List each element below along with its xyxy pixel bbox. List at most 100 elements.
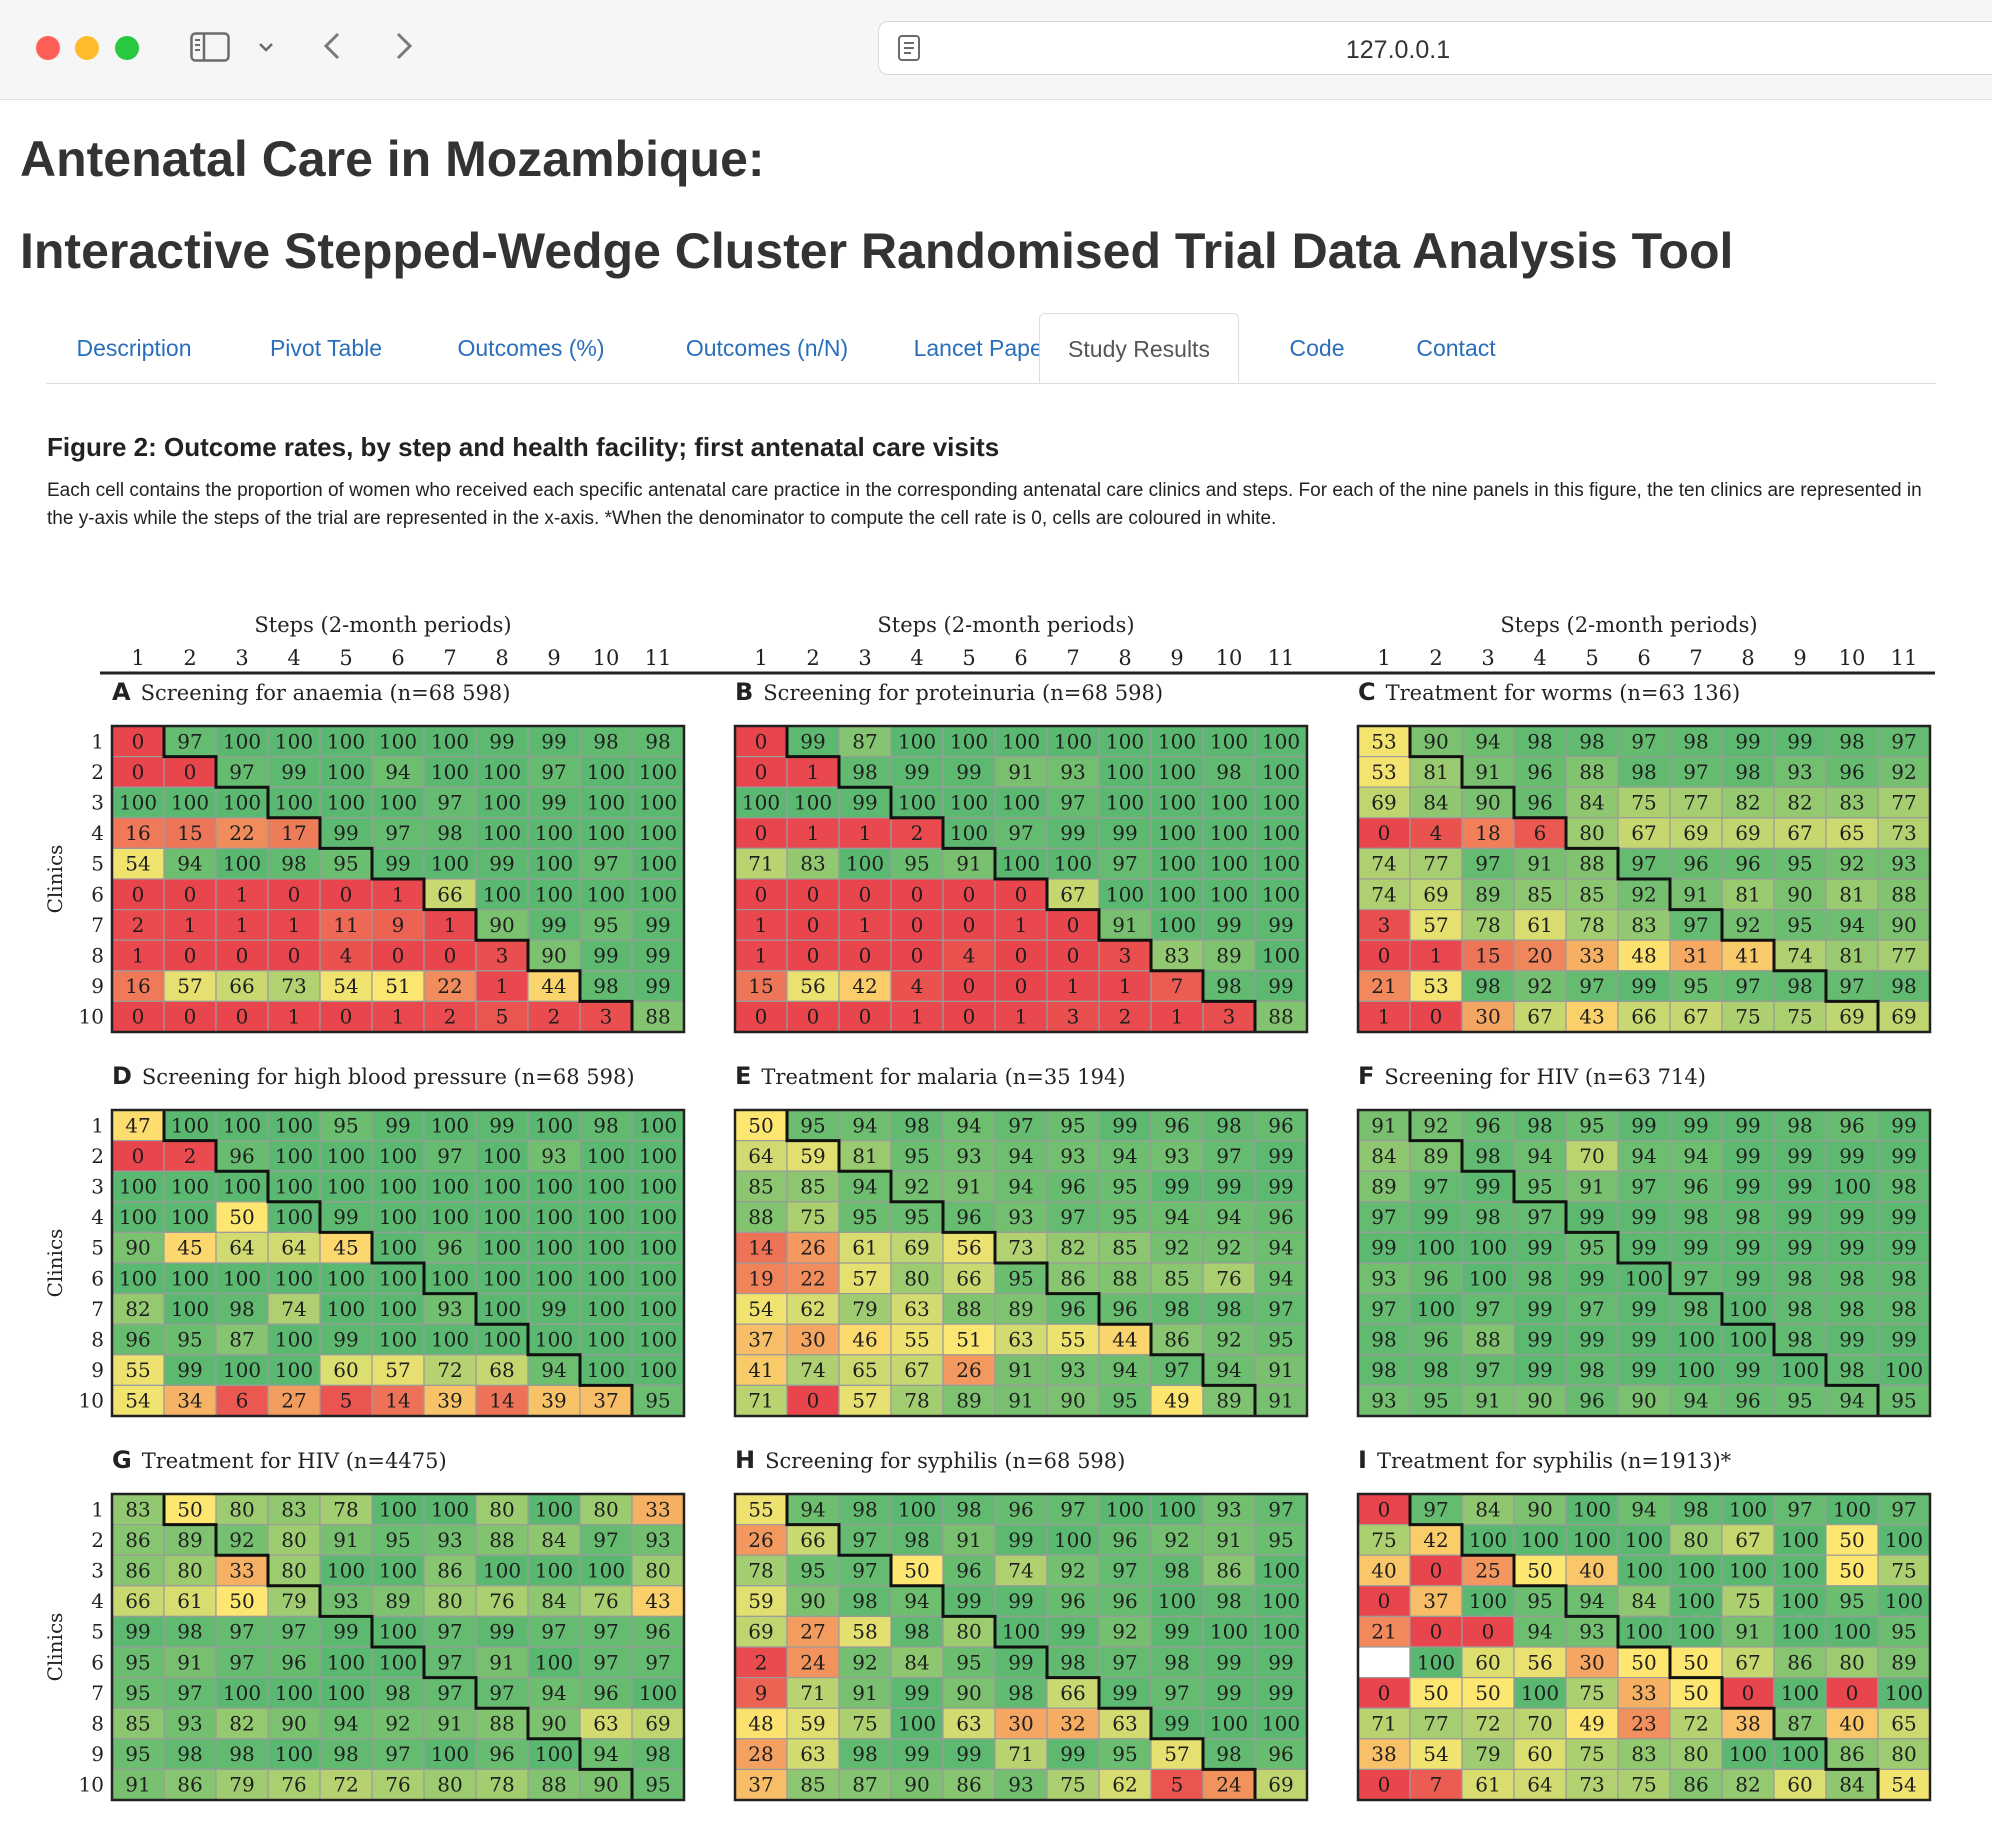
cell-value-label: 28: [748, 1742, 773, 1766]
chevron-down-icon[interactable]: [255, 36, 277, 58]
cell-value-label: 100: [1210, 852, 1248, 876]
heatmap-cell: [215, 878, 269, 911]
cell-value-label: 97: [177, 1681, 202, 1705]
heatmap-cell: [1202, 756, 1256, 788]
cell-value-label: 100: [1781, 1589, 1819, 1613]
cell-value-label: 95: [1839, 1589, 1864, 1613]
heatmap-cell: [1617, 909, 1671, 941]
cell-value-label: 63: [904, 1297, 929, 1321]
cell-value-label: 59: [800, 1712, 825, 1736]
tab-outcomes-percent[interactable]: Outcomes (%): [457, 335, 605, 361]
heatmap-cell: [1046, 1262, 1100, 1295]
cell-value-label: 23: [1631, 1712, 1656, 1736]
cell-value-label: 95: [125, 1650, 150, 1674]
cell-value-label: 100: [327, 791, 365, 815]
heatmap-cell: [890, 786, 944, 819]
cell-value-label: 80: [1683, 1528, 1708, 1552]
cell-value-label: 6: [1534, 821, 1547, 845]
cell-value-label: 100: [535, 882, 573, 906]
cell-value-label: 11: [333, 913, 358, 937]
cell-value-label: 100: [1158, 882, 1196, 906]
cell-value-label: 98: [1475, 974, 1500, 998]
cell-value-label: 94: [1008, 1175, 1033, 1199]
cell-value-label: 99: [1735, 729, 1760, 753]
cell-value-label: 99: [541, 1297, 566, 1321]
cell-value-label: 45: [333, 1236, 358, 1260]
y-tick-label: 7: [91, 1681, 104, 1705]
heatmap-cell: [786, 1231, 840, 1264]
cell-value-label: 97: [177, 729, 202, 753]
tab-pivot-table[interactable]: Pivot Table: [269, 335, 383, 361]
cell-value-label: 89: [1008, 1297, 1033, 1321]
heatmap-cell: [1254, 939, 1308, 972]
cell-value-label: 33: [1631, 1681, 1656, 1705]
cell-value-label: 92: [229, 1528, 254, 1552]
heatmap-cell: [371, 756, 425, 788]
cell-value-label: 78: [1579, 913, 1604, 937]
cell-value-label: 99: [1060, 821, 1085, 845]
cell-value-label: 100: [275, 1175, 313, 1199]
heatmap-cell: [267, 1384, 321, 1417]
heatmap-cell: [1513, 756, 1567, 788]
close-window-button[interactable]: [36, 36, 60, 60]
heatmap-cell: [1254, 847, 1308, 880]
panel-letter: F: [1358, 1062, 1374, 1090]
cell-value-label: 90: [489, 913, 514, 937]
cell-value-label: 100: [639, 1297, 677, 1321]
heatmap-cell: [475, 878, 529, 911]
cell-value-label: 98: [1423, 1358, 1448, 1382]
cell-value-label: 100: [535, 1497, 573, 1521]
tab-contact[interactable]: Contact: [1416, 335, 1496, 361]
cell-value-label: 99: [1787, 1144, 1812, 1168]
tab-code[interactable]: Code: [1289, 335, 1345, 361]
cell-value-label: 94: [333, 1712, 358, 1736]
cell-value-label: 95: [1112, 1742, 1137, 1766]
tab-description[interactable]: Description: [76, 335, 192, 361]
cell-value-label: 100: [639, 791, 677, 815]
tab-outcomes-n-n[interactable]: Outcomes (n/N): [685, 335, 849, 361]
x-tick-label: 8: [495, 646, 508, 670]
cell-value-label: 98: [333, 1742, 358, 1766]
cell-value-label: 97: [385, 1742, 410, 1766]
sidebar-toggle-icon[interactable]: [190, 32, 230, 62]
cell-value-label: 80: [437, 1589, 462, 1613]
cell-value-label: 53: [1371, 760, 1396, 784]
cell-value-label: 98: [852, 760, 877, 784]
tab-lancet-paper[interactable]: Lancet Paper: [913, 335, 1051, 361]
cell-value-label: 93: [1216, 1497, 1241, 1521]
cell-value-label: 80: [229, 1497, 254, 1521]
cell-value-label: 0: [911, 944, 924, 968]
cell-value-label: 97: [1527, 1205, 1552, 1229]
cell-value-label: 50: [1839, 1559, 1864, 1583]
cell-value-label: 98: [1579, 729, 1604, 753]
heatmap-cell: [1409, 878, 1463, 911]
heatmap-cell: [994, 756, 1048, 788]
cell-value-label: 94: [1527, 1620, 1552, 1644]
heatmap-cell: [1098, 878, 1152, 911]
cell-value-label: 100: [327, 729, 365, 753]
cell-value-label: 93: [645, 1528, 670, 1552]
cell-value-label: 97: [1579, 974, 1604, 998]
cell-value-label: 0: [1846, 1681, 1859, 1705]
cell-value-label: 92: [1112, 1620, 1137, 1644]
minimize-window-button[interactable]: [75, 36, 99, 60]
tab-study-results[interactable]: Study Results: [1039, 313, 1239, 383]
cell-value-label: 91: [177, 1650, 202, 1674]
forward-arrow-icon[interactable]: [388, 28, 418, 64]
address-bar[interactable]: 127.0.0.1: [878, 21, 1992, 75]
cell-value-label: 98: [1371, 1358, 1396, 1382]
heatmap-cell: [1617, 970, 1671, 1002]
y-tick-label: 1: [91, 1113, 104, 1137]
heatmap-cell: [579, 1000, 633, 1033]
cell-value-label: 79: [229, 1773, 254, 1797]
heatmap-cell: [319, 970, 373, 1002]
zoom-window-button[interactable]: [115, 36, 139, 60]
cell-value-label: 39: [437, 1389, 462, 1413]
back-arrow-icon[interactable]: [318, 28, 348, 64]
cell-value-label: 0: [755, 882, 768, 906]
heatmap-cell: [1202, 878, 1256, 911]
heatmap-cell: [579, 1170, 633, 1203]
heatmap-cell: [838, 909, 892, 941]
cell-value-label: 98: [1839, 1297, 1864, 1321]
cell-value-label: 100: [431, 1205, 469, 1229]
